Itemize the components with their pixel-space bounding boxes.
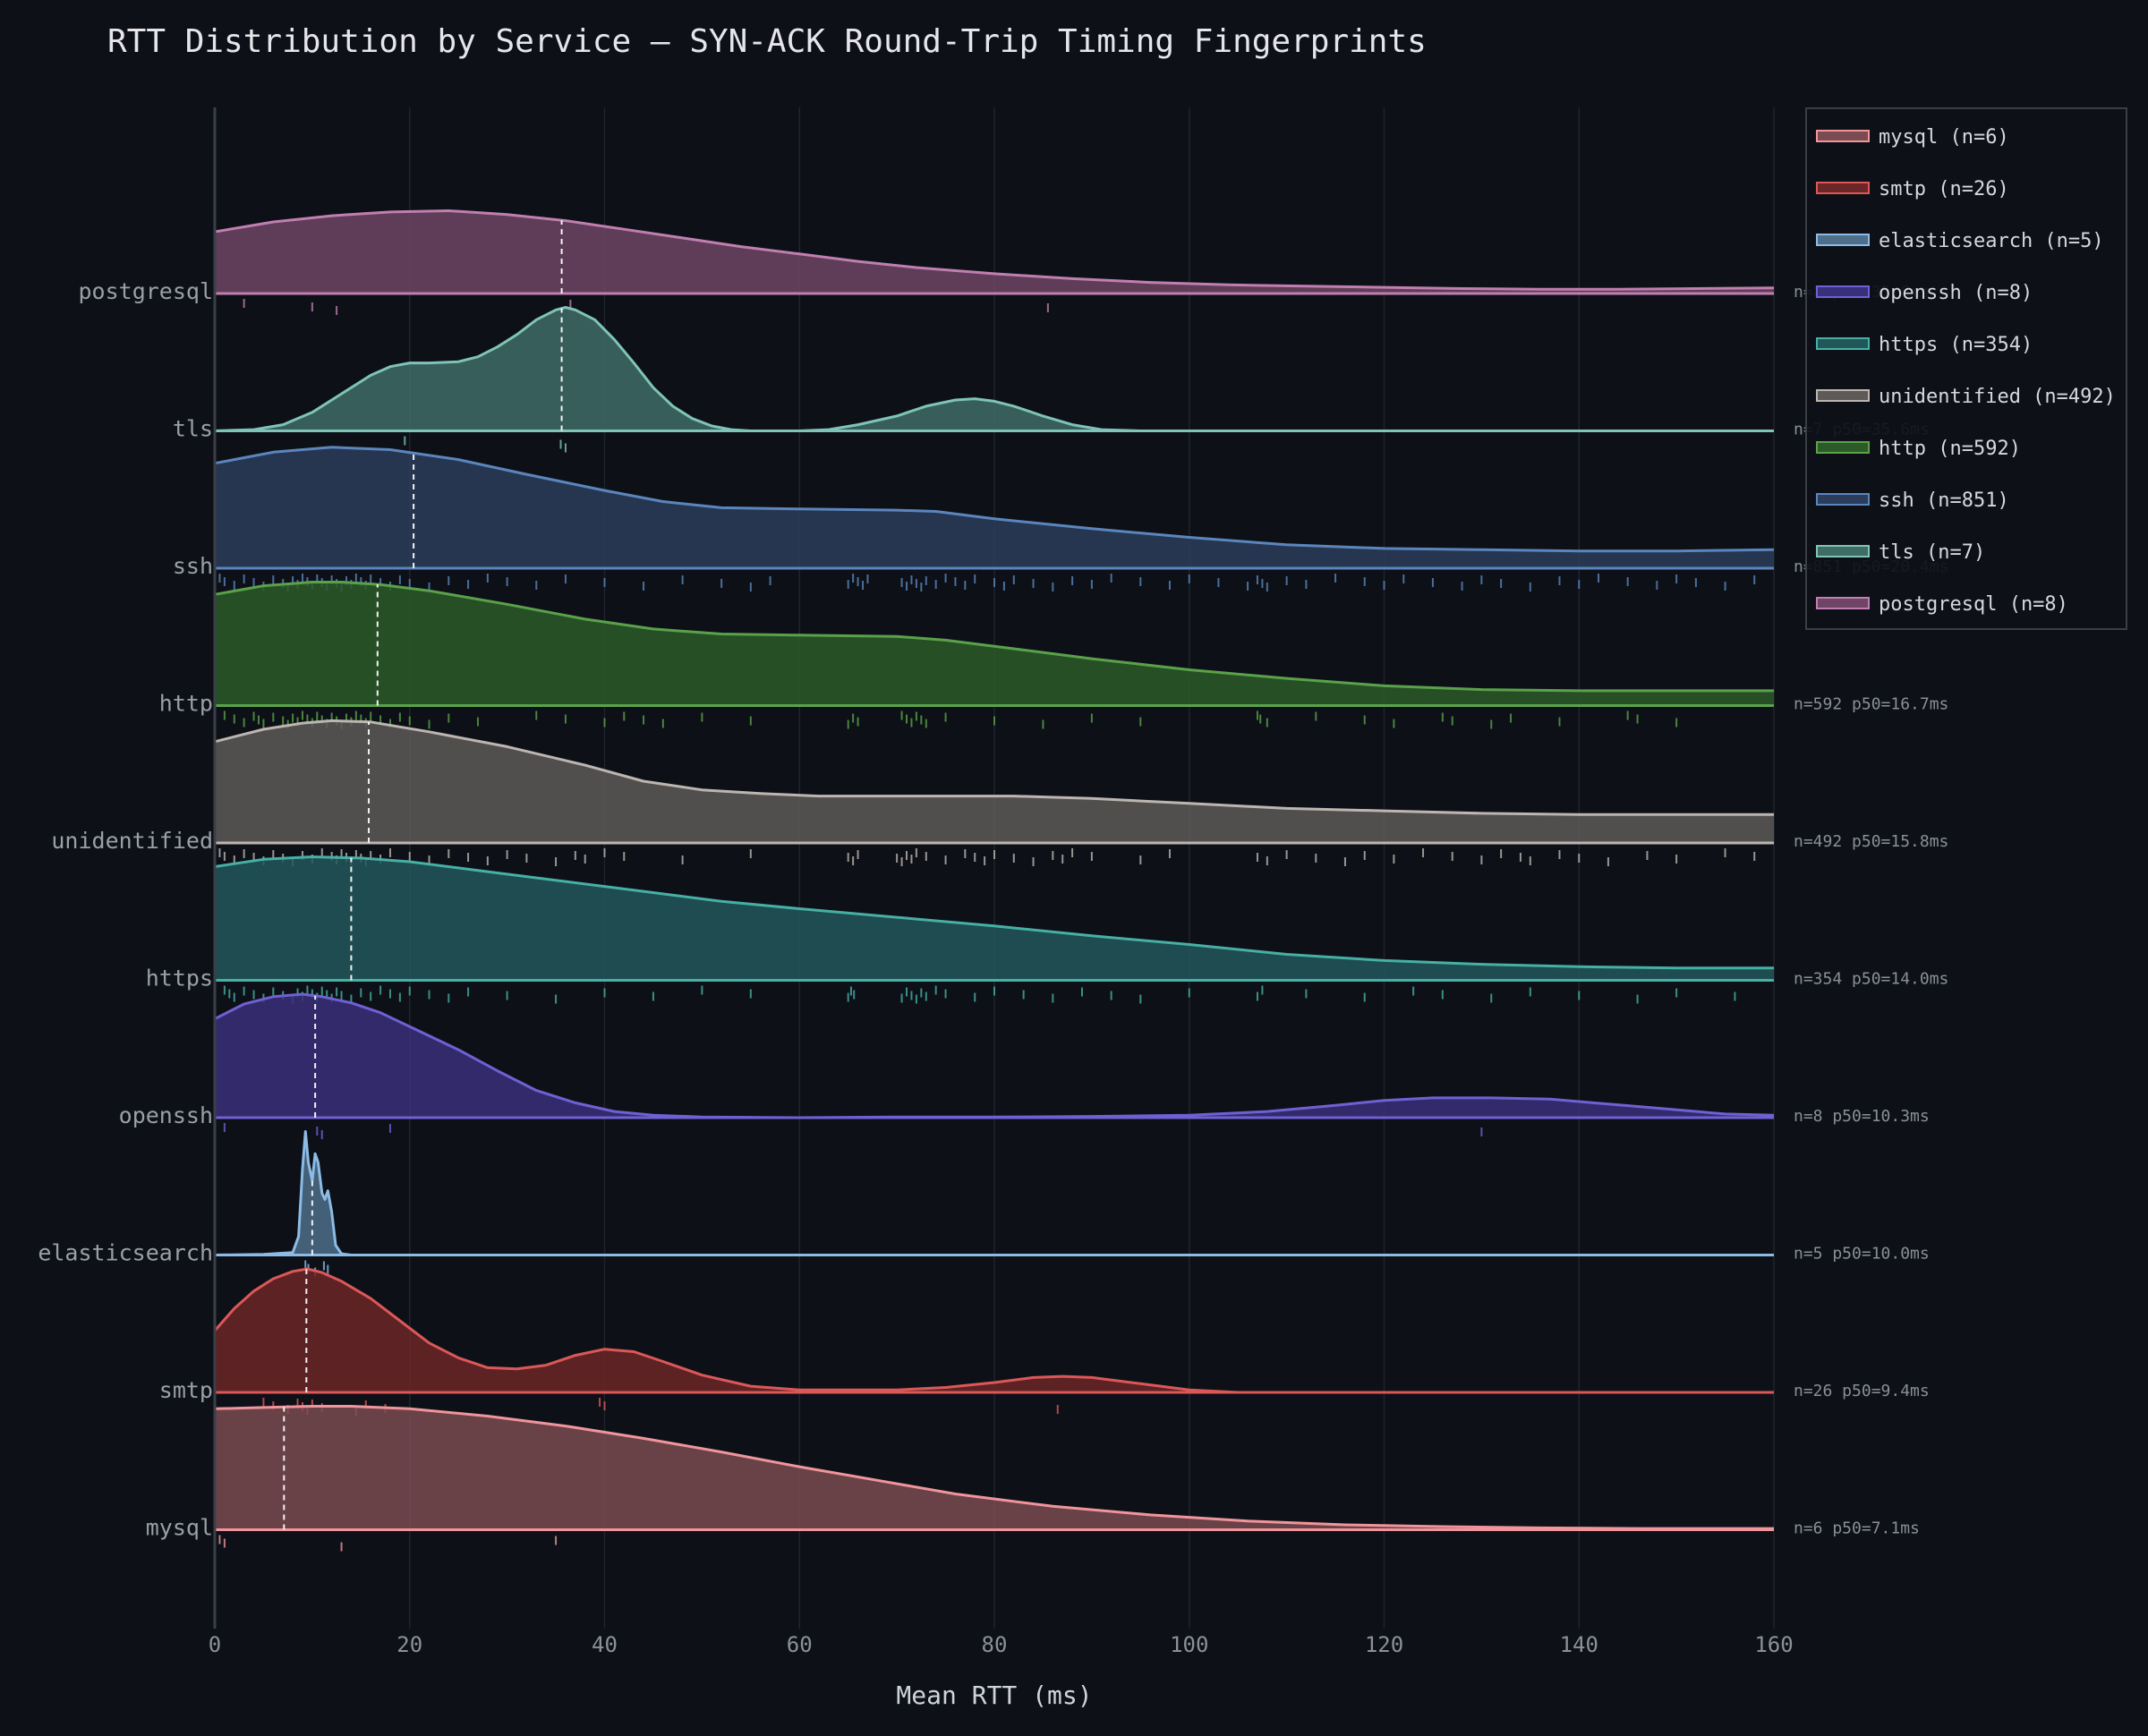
x-tick-label: 100: [1170, 1632, 1208, 1657]
legend-label: elasticsearch (n=5): [1879, 230, 2104, 252]
stats-label: n=8 p50=10.3ms: [1794, 1107, 1930, 1126]
ridge-openssh: openssh n=8 p50=10.3ms: [119, 992, 1930, 1139]
legend-item-elasticsearch: elasticsearch (n=5): [1816, 230, 2104, 252]
ridge-unidentified: unidentified n=492 p50=15.8ms: [51, 719, 1948, 866]
x-tick-label: 120: [1365, 1632, 1403, 1657]
ridge-tls: tlsn=7 p50=35.6ms: [173, 306, 1930, 453]
legend-item-tls: tls (n=7): [1816, 541, 1985, 564]
legend-item-postgresql: postgresql (n=8): [1816, 593, 2068, 616]
legend-swatch: [1816, 130, 1870, 142]
legend-swatch: [1816, 389, 1870, 402]
category-label: tls: [173, 416, 213, 442]
ridge-https: https n=354 p50=14.0ms: [146, 855, 1948, 1004]
ridge-elasticsearch: elasticsearch n=5 p50=10.0ms: [38, 1130, 1930, 1277]
chart-title: RTT Distribution by Service — SYN-ACK Ro…: [107, 23, 1427, 60]
x-axis-label: Mean RTT (ms): [896, 1681, 1092, 1710]
density-line: [213, 1267, 1774, 1394]
density-area: [215, 1406, 1774, 1530]
legend-label: ssh (n=851): [1879, 489, 2009, 512]
ridge-postgresql: postgresqln=8 p50=35.6ms: [78, 209, 1930, 315]
legend-label: https (n=354): [1879, 334, 2033, 356]
stats-label: n=6 p50=7.1ms: [1794, 1519, 1920, 1538]
x-tick-label: 40: [592, 1632, 618, 1657]
category-label: postgresql: [78, 278, 213, 304]
density-area: [215, 720, 1774, 843]
legend-swatch: [1816, 285, 1870, 298]
x-tick-label: 20: [396, 1632, 422, 1657]
density-area: [215, 210, 1774, 294]
x-tick-label: 140: [1560, 1632, 1598, 1657]
legend-swatch: [1816, 545, 1870, 557]
stats-label: n=592 p50=16.7ms: [1794, 695, 1948, 714]
stats-label: n=5 p50=10.0ms: [1794, 1245, 1930, 1264]
legend-label: mysql (n=6): [1879, 126, 2009, 149]
category-label: ssh: [173, 553, 213, 579]
stats-label: n=492 p50=15.8ms: [1794, 832, 1948, 851]
legend-swatch: [1816, 182, 1870, 194]
category-label: unidentified: [51, 828, 213, 854]
density-line: [214, 1130, 1774, 1256]
x-tick-label: 80: [982, 1632, 1008, 1657]
legend-swatch: [1816, 441, 1870, 454]
ridges: postgresqln=8 p50=35.6mstlsn=7 p50=35.6m…: [38, 209, 1948, 1552]
x-tick-label: 0: [209, 1632, 221, 1657]
legend-label: tls (n=7): [1879, 541, 1985, 564]
legend-label: openssh (n=8): [1879, 282, 2033, 304]
x-tick-label: 160: [1754, 1632, 1793, 1657]
density-line: [214, 446, 1775, 553]
density-line: [214, 209, 1775, 291]
legend-item-ssh: ssh (n=851): [1816, 489, 2009, 512]
legend-swatch: [1816, 597, 1870, 609]
category-label: smtp: [159, 1377, 213, 1403]
ridge-mysql: mysql n=6 p50=7.1ms: [146, 1405, 1920, 1552]
density-area: [215, 582, 1774, 706]
legend-label: postgresql (n=8): [1879, 593, 2068, 616]
density-area: [215, 1269, 1774, 1392]
x-tick-label: 60: [787, 1632, 813, 1657]
legend-item-https: https (n=354): [1816, 334, 2033, 356]
legend-frame: [1805, 107, 2127, 630]
density-line: [214, 581, 1774, 693]
legend-swatch: [1816, 493, 1870, 506]
legend-label: smtp (n=26): [1879, 178, 2009, 200]
density-line: [214, 719, 1774, 816]
density-line: [214, 306, 1774, 432]
legend-item-openssh: openssh (n=8): [1816, 282, 2033, 304]
density-area: [215, 447, 1774, 568]
legend-item-unidentified: unidentified (n=492): [1816, 386, 2116, 408]
ridge-smtp: smtp n=26 p50=9.4ms: [159, 1267, 1930, 1416]
density-line: [214, 1405, 1774, 1530]
legend: mysql (n=6) smtp (n=26) elasticsearch (n=5…: [1805, 107, 2127, 630]
density-line: [214, 855, 1774, 970]
ridge-http: http n=592 p50=16.7ms: [159, 581, 1948, 729]
legend-label: http (n=592): [1879, 438, 2021, 460]
category-label: openssh: [119, 1102, 213, 1128]
legend-item-smtp: smtp (n=26): [1816, 178, 2009, 200]
category-label: http: [159, 691, 213, 717]
stats-label: n=354 p50=14.0ms: [1794, 970, 1948, 989]
stats-label: n=26 p50=9.4ms: [1794, 1382, 1930, 1400]
legend-swatch: [1816, 234, 1870, 246]
x-axis: 0 20 40 60 80 100 120 140 160: [209, 107, 1794, 1657]
category-label: mysql: [146, 1515, 213, 1541]
legend-swatch: [1816, 337, 1870, 350]
legend-item-mysql: mysql (n=6): [1816, 126, 2009, 149]
category-label: elasticsearch: [38, 1240, 213, 1266]
legend-label: unidentified (n=492): [1879, 386, 2116, 408]
category-label: https: [146, 966, 213, 991]
density-area: [215, 307, 1774, 431]
legend-item-http: http (n=592): [1816, 438, 2021, 460]
